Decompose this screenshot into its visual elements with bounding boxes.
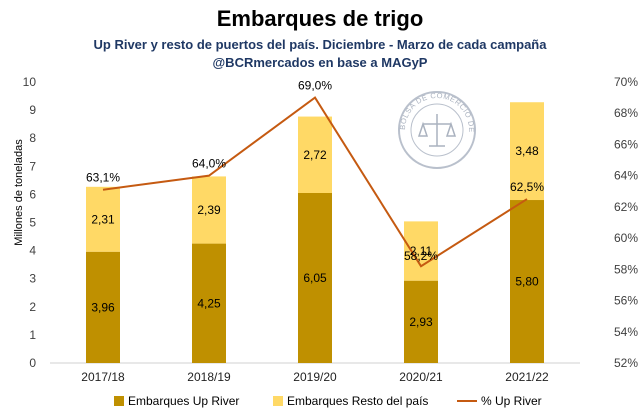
- seal-text: BOLSA DE COMERCIO DE ROSARIO: [0, 0, 476, 133]
- y-tick-label: 0: [29, 356, 36, 370]
- bar-resto-label: 3,48: [515, 144, 539, 158]
- y2-tick-label: 52%: [614, 356, 638, 370]
- bar-resto-label: 2,31: [91, 212, 115, 226]
- bar-up-river-label: 4,25: [197, 296, 221, 310]
- seal-inner-ring: [410, 103, 464, 157]
- bar-up-river: [404, 280, 438, 363]
- chart-subtitle: Up River y resto de puertos del país. Di…: [93, 37, 547, 52]
- bar-resto-pais: [510, 102, 544, 201]
- bar-up-river-label: 2,93: [409, 315, 433, 329]
- pct-up-river-line: [102, 96, 528, 268]
- legend-label-pct: % Up River: [481, 394, 542, 408]
- pct-label: 62,5%: [510, 180, 544, 194]
- y-tick-label: 10: [23, 75, 37, 89]
- y2-tick-label: 64%: [614, 169, 638, 183]
- bar-resto-pais: [404, 221, 438, 281]
- y2-tick-label: 54%: [614, 325, 638, 339]
- bar-resto-pais: [86, 186, 120, 252]
- bar-up-river: [86, 251, 120, 363]
- bar-resto-label: 2,72: [303, 148, 327, 162]
- legend-swatch-up-river: [114, 396, 124, 406]
- pct-label: 64,0%: [192, 157, 226, 171]
- legend-label-resto: Embarques Resto del país: [287, 394, 428, 408]
- x-tick-label: 2019/20: [293, 370, 337, 384]
- seal-outer-ring: [398, 91, 476, 169]
- bar-up-river: [510, 200, 544, 363]
- x-tick-label: 2021/22: [505, 370, 549, 384]
- pct-label: 58,2%: [404, 249, 438, 263]
- bar-resto-label: 2,39: [197, 203, 221, 217]
- chart-source: @BCRmercados en base a MAGyP: [212, 55, 428, 70]
- y2-tick-label: 60%: [614, 231, 638, 245]
- bar-up-river: [192, 243, 226, 363]
- chart-title: Embarques de trigo: [216, 6, 424, 31]
- y2-tick-label: 70%: [614, 75, 638, 89]
- y-tick-label: 8: [29, 131, 36, 145]
- legend-swatch-resto: [273, 396, 283, 406]
- seal-scales-emblem: [417, 114, 457, 147]
- y2-tick-label: 58%: [614, 262, 638, 276]
- bar-resto-label: 2,11: [410, 244, 433, 258]
- y2-tick-label: 56%: [614, 294, 638, 308]
- y-tick-label: 3: [29, 272, 36, 286]
- bar-resto-pais: [192, 176, 226, 244]
- pct-label: 63,1%: [86, 171, 120, 185]
- y-tick-label: 7: [29, 159, 36, 173]
- y-axis-title: Millones de toneladas: [13, 139, 25, 246]
- y2-tick-label: 62%: [614, 200, 638, 214]
- y-tick-label: 1: [29, 328, 36, 342]
- y-tick-label: 6: [29, 187, 36, 201]
- y-tick-label: 4: [29, 244, 36, 258]
- x-tick-label: 2018/19: [187, 370, 231, 384]
- bar-up-river-label: 6,05: [303, 271, 327, 285]
- pct-label: 69,0%: [298, 79, 332, 93]
- bar-up-river: [298, 192, 332, 363]
- bar-up-river-label: 5,80: [515, 275, 539, 289]
- y-tick-label: 5: [29, 216, 36, 230]
- bar-up-river-label: 3,96: [91, 300, 115, 314]
- y-tick-label: 9: [29, 103, 36, 117]
- bar-resto-pais: [298, 116, 332, 193]
- x-tick-label: 2017/18: [81, 370, 125, 384]
- y-tick-label: 2: [29, 300, 36, 314]
- y2-tick-label: 66%: [614, 137, 638, 151]
- x-tick-label: 2020/21: [399, 370, 443, 384]
- legend-label-up-river: Embarques Up River: [128, 394, 239, 408]
- y2-tick-label: 68%: [614, 106, 638, 120]
